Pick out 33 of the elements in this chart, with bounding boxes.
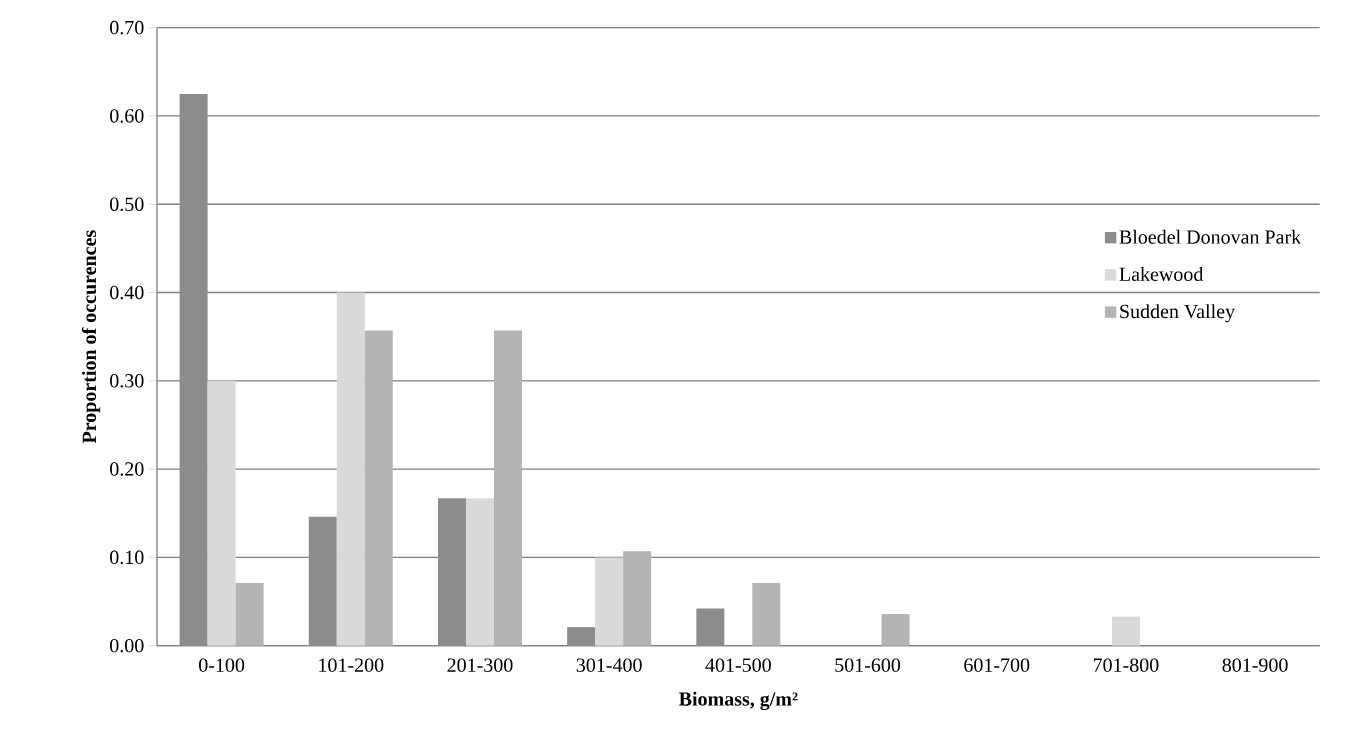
y-axis-title: Proportion of occurences [81,230,101,444]
x-tick-label: 601-700 [964,658,1030,672]
legend-label: Bloedel Donovan Park [1119,229,1302,244]
bar [207,380,236,646]
y-tick-label: 0.10 [110,550,144,565]
y-tick-label: 0.40 [110,285,144,300]
x-tick-label: 201-300 [447,658,513,672]
x-tick-label: 701-800 [1093,658,1159,672]
x-tick-label: 301-400 [576,658,642,672]
bar [881,613,910,646]
bar [623,551,652,646]
y-tick-label: 0.70 [110,20,144,35]
x-tick-label: 101-200 [319,658,384,672]
bar [1111,616,1140,646]
bar [336,292,365,646]
bar [235,582,264,646]
bar [493,330,522,646]
y-tick-label: 0.50 [110,197,144,212]
bar [364,330,393,646]
x-tick-label: 401-500 [705,658,771,672]
bar [465,498,494,646]
bar [752,582,781,646]
y-tick-label: 0.00 [110,638,144,653]
x-tick-label: 0-100 [199,658,245,672]
bar [595,557,624,646]
y-tick-label: 0.20 [110,462,144,476]
y-tick-label: 0.60 [110,109,144,123]
x-tick-label: 801-900 [1222,658,1288,672]
x-axis-title: Biomass, g/m² [679,691,798,710]
x-tick-label: 501-600 [835,658,901,672]
legend-label: Sudden Valley [1120,304,1235,323]
y-tick-label: 0.30 [110,374,144,388]
legend-label: Lakewood [1119,266,1204,281]
